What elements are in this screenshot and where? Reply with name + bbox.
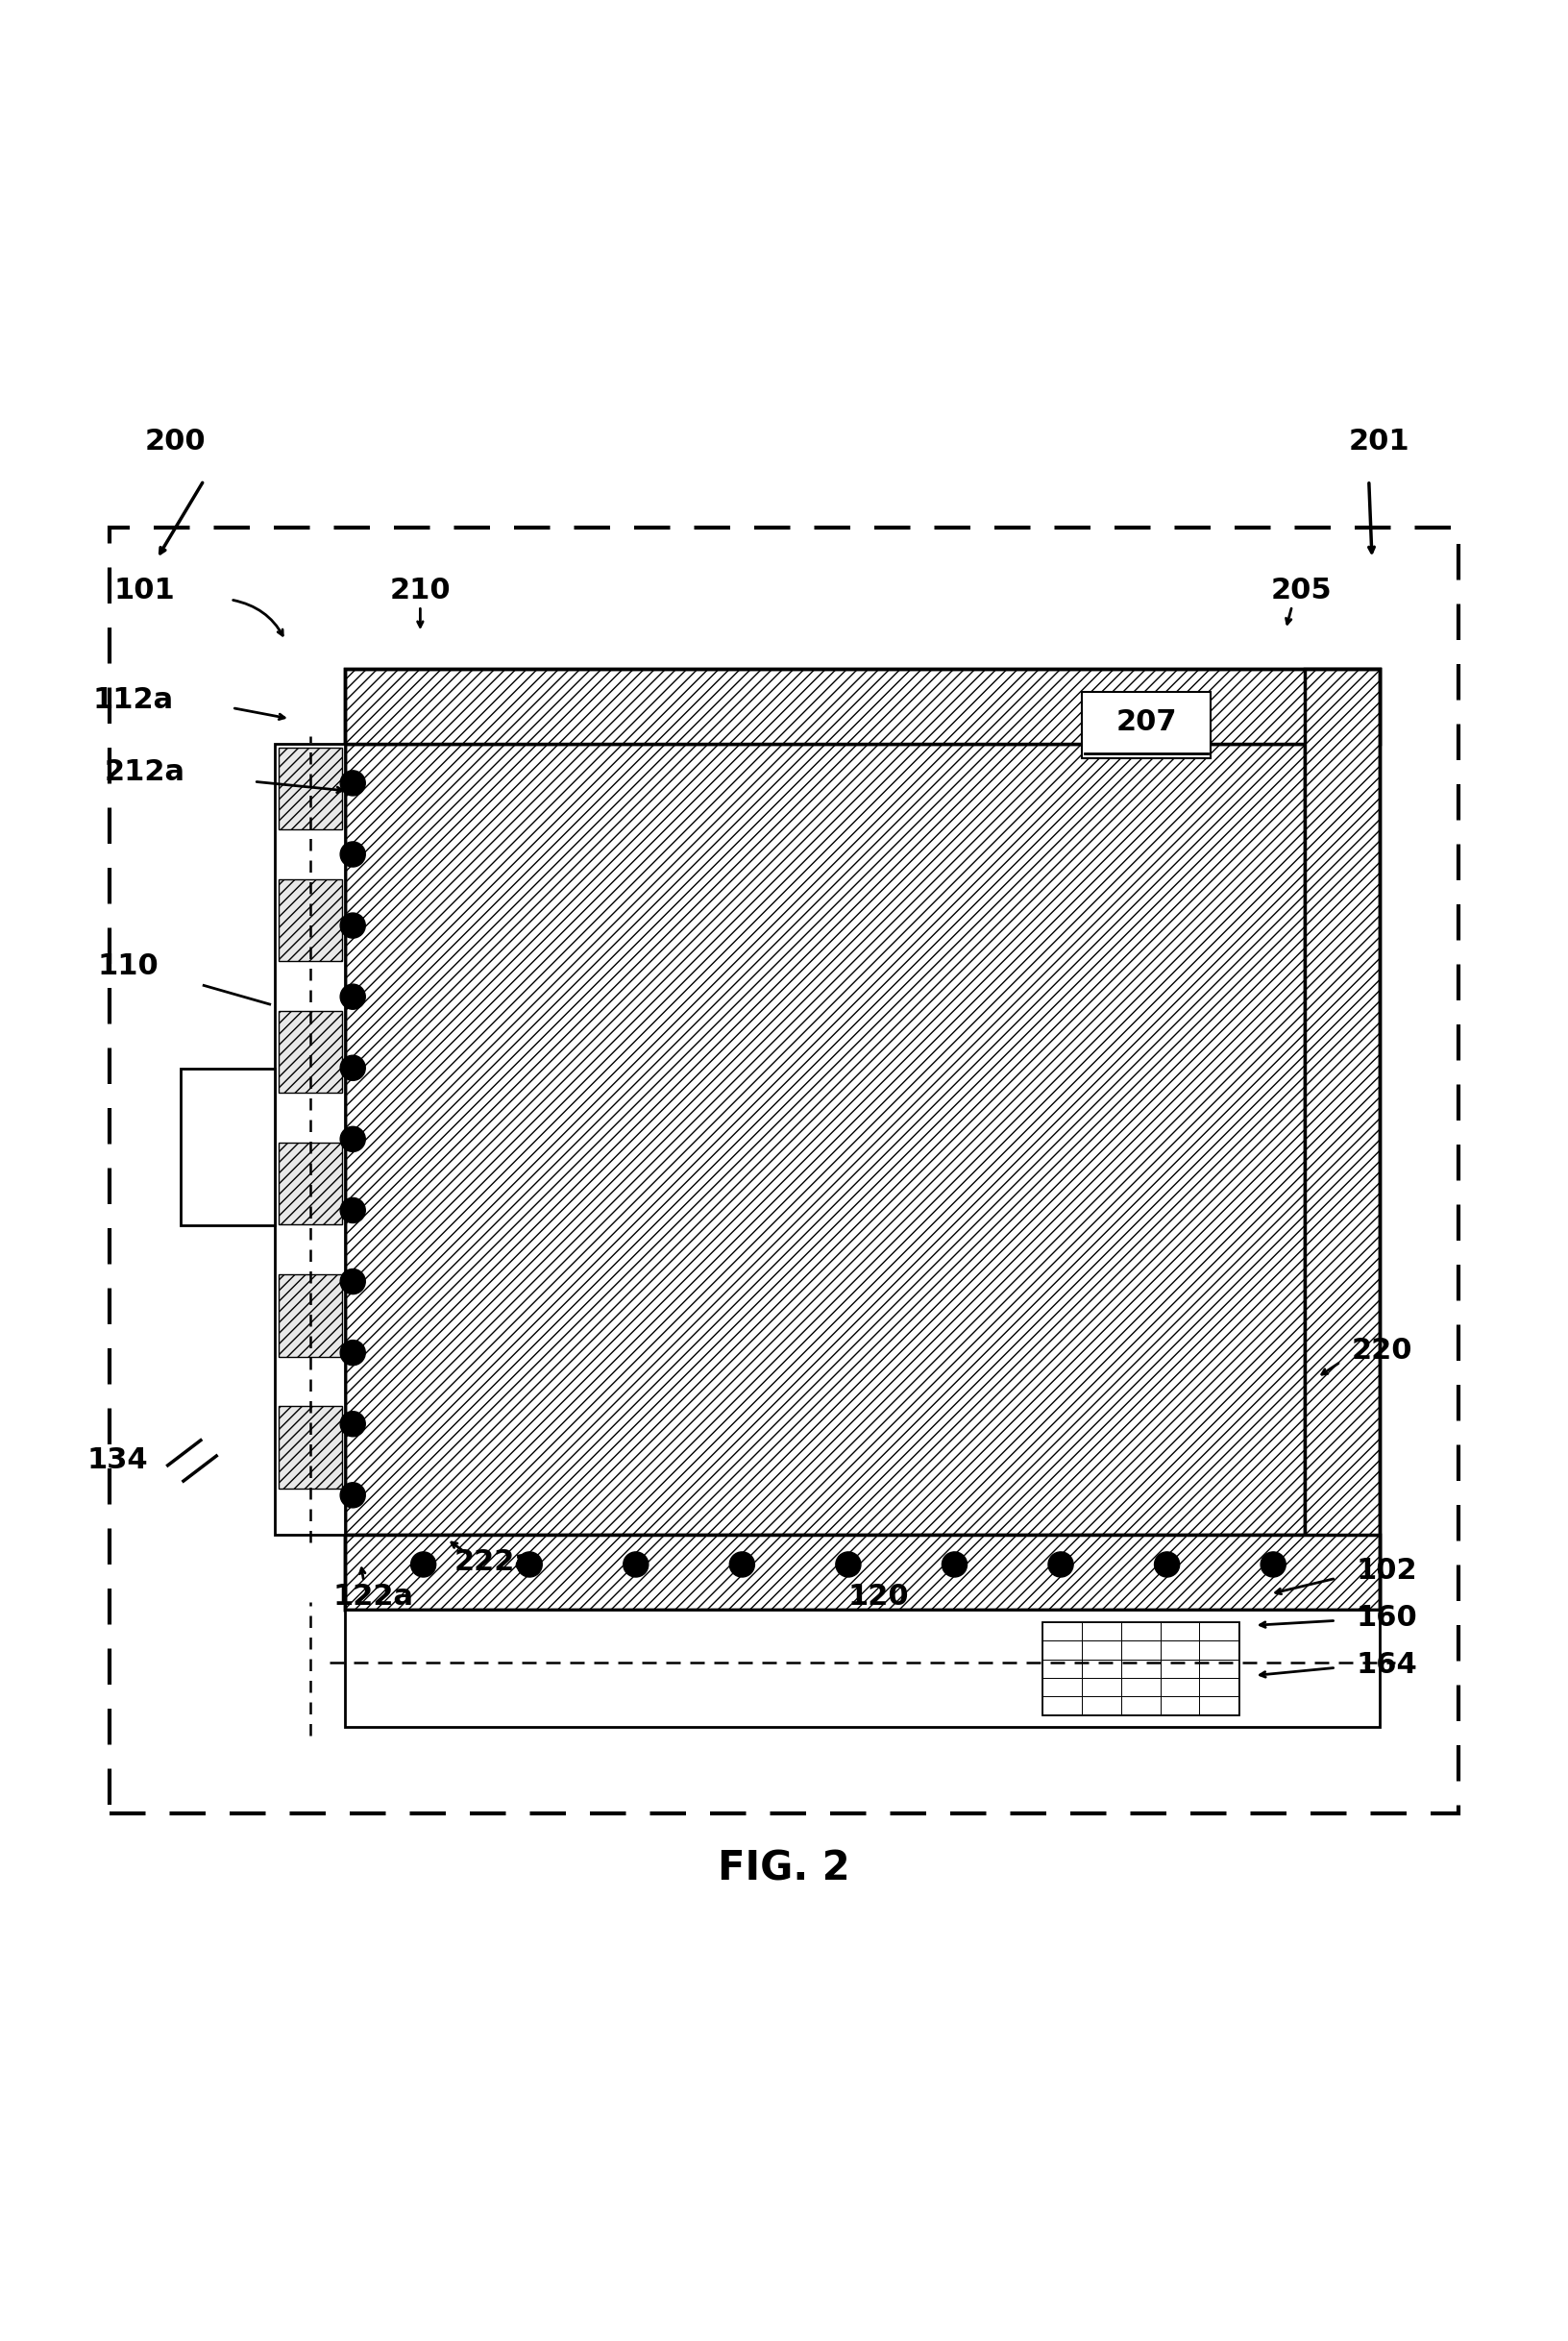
Text: 112a: 112a	[93, 686, 174, 714]
Text: 102: 102	[1356, 1557, 1417, 1585]
Text: 212a: 212a	[103, 758, 185, 787]
Circle shape	[340, 1056, 365, 1082]
Bar	[1160, 1660, 1200, 1678]
Text: 222a: 222a	[453, 1550, 535, 1575]
Bar	[1200, 1678, 1239, 1697]
Bar	[1121, 1660, 1160, 1678]
Text: 207: 207	[1116, 707, 1176, 735]
Circle shape	[1261, 1552, 1286, 1578]
Bar	[1043, 1660, 1082, 1678]
Text: 134: 134	[88, 1447, 147, 1475]
Circle shape	[1047, 1552, 1073, 1578]
Bar	[1082, 1678, 1121, 1697]
Circle shape	[340, 983, 365, 1009]
Circle shape	[340, 1126, 365, 1152]
Circle shape	[340, 770, 365, 796]
Bar	[279, 878, 342, 962]
Circle shape	[411, 1552, 436, 1578]
Bar	[1082, 693, 1210, 758]
Bar	[1200, 1660, 1239, 1678]
Bar	[1160, 1678, 1200, 1697]
Bar	[1043, 1641, 1082, 1660]
Circle shape	[340, 1482, 365, 1508]
Circle shape	[340, 1412, 365, 1437]
Text: FIG. 2: FIG. 2	[718, 1849, 850, 1889]
Text: 120: 120	[848, 1583, 908, 1611]
Text: 160: 160	[1356, 1604, 1417, 1632]
Bar	[1160, 1697, 1200, 1714]
Bar	[1305, 670, 1380, 1611]
Circle shape	[340, 1199, 365, 1222]
Bar	[279, 1142, 342, 1224]
Bar	[1121, 1678, 1160, 1697]
Bar	[180, 1067, 274, 1224]
Text: 210: 210	[390, 576, 450, 604]
Bar	[274, 744, 345, 1533]
Circle shape	[836, 1552, 861, 1578]
Bar	[1160, 1641, 1200, 1660]
Text: 122a: 122a	[332, 1583, 414, 1611]
Bar	[1043, 1697, 1082, 1714]
Text: 164: 164	[1356, 1650, 1417, 1678]
Circle shape	[517, 1552, 543, 1578]
Bar	[1121, 1622, 1160, 1641]
Circle shape	[622, 1552, 649, 1578]
Text: 201: 201	[1348, 428, 1410, 454]
Bar	[1043, 1678, 1082, 1697]
Bar	[1121, 1697, 1160, 1714]
Text: 101: 101	[113, 576, 176, 604]
Bar	[1043, 1622, 1239, 1714]
Bar	[1082, 1660, 1121, 1678]
Bar	[1200, 1697, 1239, 1714]
Bar	[279, 747, 342, 829]
Circle shape	[340, 913, 365, 939]
Text: 220: 220	[1352, 1337, 1413, 1365]
Bar	[345, 670, 1380, 1611]
Circle shape	[340, 843, 365, 866]
Bar	[1200, 1622, 1239, 1641]
Bar	[345, 670, 1380, 744]
Text: 205: 205	[1272, 576, 1331, 604]
Bar	[345, 744, 1305, 1533]
Bar	[1082, 1622, 1121, 1641]
Bar	[279, 1274, 342, 1355]
Bar	[1121, 1641, 1160, 1660]
Bar	[345, 1533, 1380, 1611]
Bar	[279, 1407, 342, 1489]
Bar	[1200, 1641, 1239, 1660]
Text: 200: 200	[144, 428, 205, 454]
Circle shape	[942, 1552, 967, 1578]
Bar	[1160, 1622, 1200, 1641]
Bar	[345, 1611, 1380, 1728]
Bar	[279, 1011, 342, 1093]
Bar	[110, 527, 1458, 1814]
Bar	[1082, 1697, 1121, 1714]
Text: 110: 110	[97, 953, 160, 981]
Circle shape	[340, 1339, 365, 1365]
Bar	[1082, 1641, 1121, 1660]
Circle shape	[1154, 1552, 1179, 1578]
Circle shape	[340, 1269, 365, 1295]
Bar	[1043, 1622, 1082, 1641]
Circle shape	[729, 1552, 754, 1578]
